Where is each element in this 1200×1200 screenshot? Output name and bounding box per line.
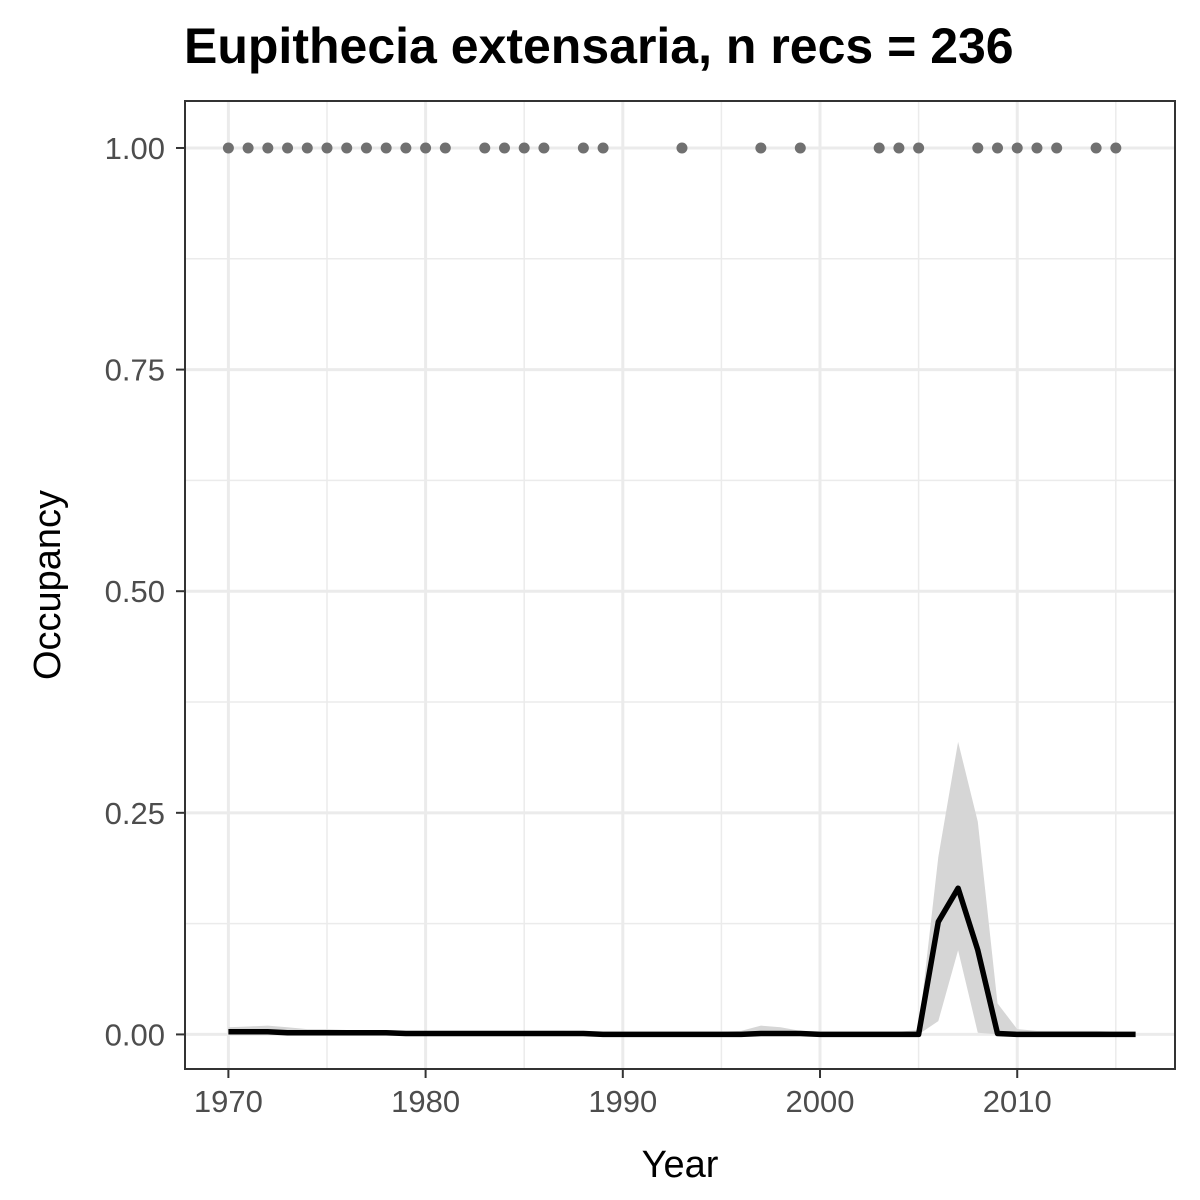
record-point xyxy=(518,142,530,154)
record-point xyxy=(242,142,254,154)
record-point xyxy=(282,142,294,154)
panel-background xyxy=(185,101,1175,1069)
y-axis: 0.00 0.25 0.50 0.75 1.00 xyxy=(105,131,185,1052)
record-point xyxy=(893,142,905,154)
record-point xyxy=(972,142,984,154)
record-point xyxy=(676,142,688,154)
record-point xyxy=(1011,142,1023,154)
x-tick-label: 1970 xyxy=(194,1084,263,1119)
y-tick-label: 0.25 xyxy=(105,796,165,831)
y-tick-label: 0.00 xyxy=(105,1017,165,1052)
record-point xyxy=(341,142,353,154)
record-point xyxy=(577,142,589,154)
plot-panel xyxy=(184,100,1176,1070)
record-point xyxy=(479,142,491,154)
record-point xyxy=(538,142,550,154)
record-point xyxy=(439,142,451,154)
record-point xyxy=(301,142,313,154)
record-point xyxy=(420,142,432,154)
record-point xyxy=(755,142,767,154)
y-tick-label: 1.00 xyxy=(105,131,165,166)
y-axis-title: Occupancy xyxy=(27,490,69,680)
occupancy-line xyxy=(228,885,1136,1038)
record-point xyxy=(321,142,333,154)
x-tick-label: 2010 xyxy=(983,1084,1052,1119)
y-tick-label: 0.50 xyxy=(105,574,165,609)
record-point xyxy=(262,142,274,154)
record-point xyxy=(380,142,392,154)
x-tick-label: 1990 xyxy=(588,1084,657,1119)
x-tick-label: 1980 xyxy=(391,1084,460,1119)
record-point xyxy=(1110,142,1122,154)
record-point xyxy=(498,142,510,154)
record-point xyxy=(913,142,925,154)
record-point xyxy=(992,142,1004,154)
y-tick-label: 0.75 xyxy=(105,353,165,388)
x-axis: 1970 1980 1990 2000 2010 xyxy=(194,1069,1052,1119)
record-point xyxy=(873,142,885,154)
chart-title: Eupithecia extensaria, n recs = 236 xyxy=(184,18,1014,74)
x-tick-label: 2000 xyxy=(786,1084,855,1119)
record-point xyxy=(400,142,412,154)
record-point xyxy=(597,142,609,154)
record-point xyxy=(1031,142,1043,154)
record-point xyxy=(794,142,806,154)
x-axis-title: Year xyxy=(642,1144,719,1186)
panel-border xyxy=(184,100,1176,1070)
record-point xyxy=(360,142,372,154)
record-point xyxy=(1090,142,1102,154)
record-point xyxy=(1051,142,1063,154)
record-point xyxy=(222,142,234,154)
confidence-ribbon xyxy=(228,741,1136,1035)
